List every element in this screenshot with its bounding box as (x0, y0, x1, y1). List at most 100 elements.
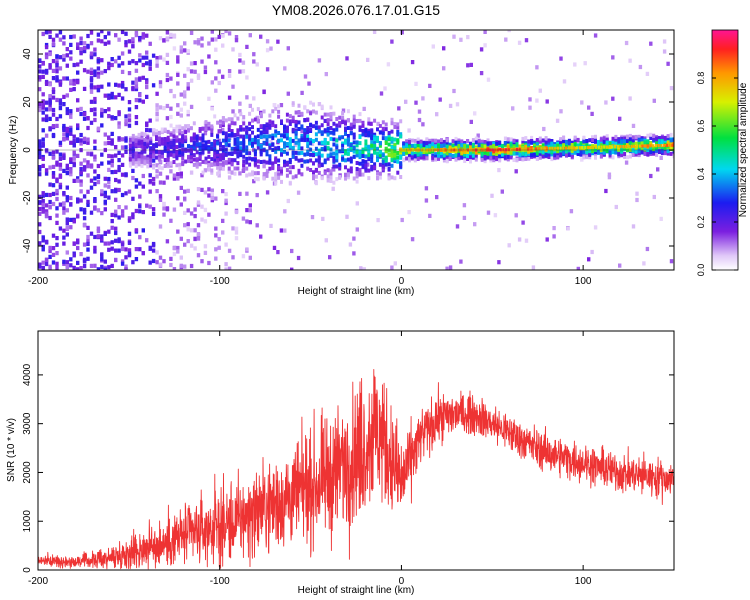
heatmap-cell (477, 138, 481, 143)
heatmap-cell (655, 140, 659, 144)
heatmap-cell (451, 139, 455, 144)
heatmap-cell (323, 128, 327, 133)
heatmap-cell (569, 209, 574, 214)
heatmap-cell (172, 145, 176, 150)
heatmap-cell (217, 34, 221, 39)
heatmap-cell (210, 37, 214, 42)
heatmap-cell (41, 117, 45, 122)
heatmap-cell (521, 151, 525, 156)
heatmap-cell (390, 39, 394, 44)
heatmap-cell (326, 122, 330, 127)
heatmap-ridge-cell (570, 146, 573, 150)
heatmap-cell (146, 157, 150, 162)
heatmap-cell (407, 128, 411, 133)
heatmap-cell (76, 98, 80, 103)
heatmap-cell (404, 99, 408, 104)
heatmap-cell (131, 146, 135, 151)
heatmap-cell (321, 216, 325, 221)
heatmap-cell (93, 263, 97, 268)
heatmap-cell (344, 149, 347, 154)
heatmap-cell (89, 185, 94, 190)
heatmap-cell (358, 172, 362, 177)
heatmap-cell (521, 136, 525, 141)
heatmap-ridge-cell (540, 147, 543, 151)
heatmap-cell (335, 152, 339, 157)
heatmap-cell (309, 111, 313, 116)
heatmap-cell (346, 118, 350, 123)
heatmap-cell (155, 135, 158, 140)
heatmap-cell (259, 135, 263, 140)
heatmap-cell (422, 143, 426, 148)
heatmap-cell (120, 242, 125, 247)
heatmap-cell (134, 77, 139, 82)
heatmap-cell (51, 191, 56, 196)
heatmap-cell (492, 158, 496, 163)
heatmap-cell (44, 171, 49, 176)
heatmap-cell (248, 156, 252, 161)
heatmap-cell (134, 33, 139, 38)
heatmap-cell (124, 114, 128, 119)
heatmap-cell (544, 150, 548, 155)
heatmap-cell (51, 164, 56, 169)
heatmap-cell (312, 153, 315, 157)
heatmap-cell (148, 179, 152, 184)
heatmap-cell (195, 138, 199, 143)
heatmap-cell (65, 63, 69, 68)
heatmap-cell (96, 74, 101, 79)
heatmap-cell (370, 159, 374, 163)
heatmap-cell (285, 168, 289, 173)
heatmap-ridge-cell (586, 145, 589, 150)
heatmap-cell (399, 175, 403, 179)
heatmap-cell (89, 67, 94, 72)
heatmap-cell (192, 146, 196, 151)
snr-y-tick-label: 2000 (22, 461, 33, 484)
heatmap-cell (440, 154, 443, 159)
heatmap-cell (448, 265, 453, 270)
heatmap-cell (599, 143, 603, 148)
heatmap-cell (364, 143, 368, 148)
heatmap-cell (155, 132, 158, 137)
heatmap-cell (291, 154, 295, 159)
heatmap-cell (253, 138, 257, 143)
heatmap-cell (659, 155, 663, 160)
heatmap-cell (248, 111, 252, 116)
heatmap-cell (329, 112, 333, 116)
heatmap-cell (658, 149, 661, 154)
heatmap-cell (114, 177, 118, 183)
heatmap-cell (103, 241, 107, 246)
heatmap-cell (93, 169, 97, 174)
heatmap-cell (176, 59, 180, 64)
heatmap-cell (143, 138, 147, 142)
heatmap-cell (103, 199, 107, 204)
heatmap-cell (224, 192, 228, 197)
heatmap-cell (93, 52, 97, 57)
heatmap-cell (55, 265, 59, 270)
colorbar-tick-label: 0.2 (696, 216, 706, 229)
heatmap-cell (62, 228, 66, 233)
heatmap-cell (76, 80, 80, 85)
heatmap-cell (48, 192, 52, 198)
heatmap-cell (265, 190, 270, 195)
heatmap-cell (338, 115, 342, 120)
heatmap-cell (110, 57, 114, 62)
heatmap-cell (565, 148, 568, 153)
heatmap-ridge-cell (545, 147, 549, 151)
heatmap-cell (178, 153, 182, 158)
heatmap-cell (300, 129, 304, 134)
heatmap-cell (233, 171, 237, 176)
heatmap-cell (134, 84, 139, 89)
heatmap-cell (93, 249, 97, 254)
heatmap-cell (364, 163, 368, 168)
heatmap-cell (349, 166, 353, 171)
heatmap-cell (203, 65, 208, 70)
heatmap-cell (204, 156, 208, 161)
heatmap-cell (332, 164, 336, 169)
heatmap-cell (390, 150, 394, 155)
heatmap-cell (634, 134, 638, 139)
heatmap-cell (96, 234, 101, 239)
heatmap-cell (165, 52, 170, 57)
heatmap-cell (358, 127, 362, 132)
heatmap-cell (124, 138, 128, 143)
heatmap-cell (124, 136, 128, 141)
heatmap-cell (445, 151, 449, 156)
